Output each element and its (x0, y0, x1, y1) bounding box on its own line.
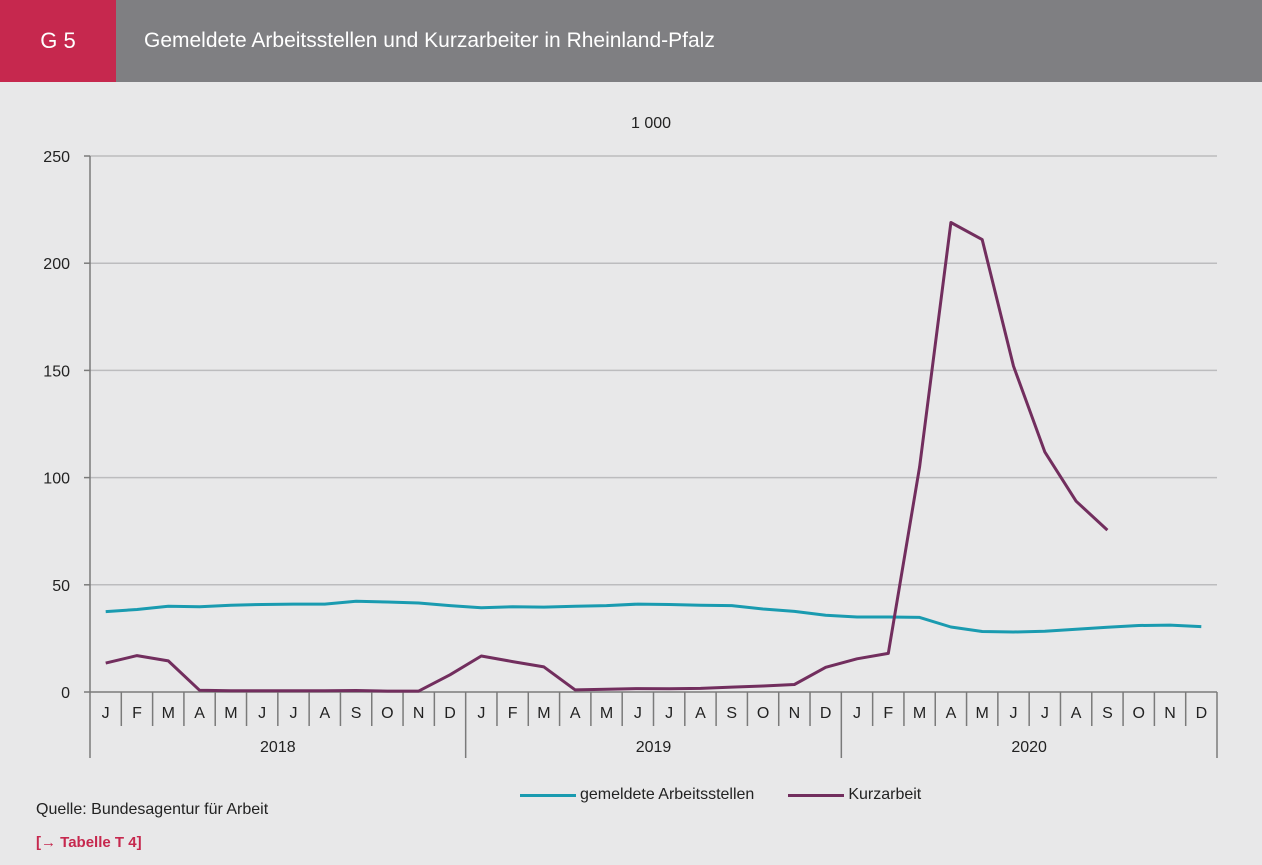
legend-swatch-kurzarbeit (788, 793, 845, 797)
month-label: J (1041, 705, 1049, 722)
month-label: F (132, 705, 142, 722)
month-label: J (102, 705, 110, 722)
y-tick-label: 200 (43, 256, 70, 273)
month-label: J (634, 705, 642, 722)
month-label: S (1102, 705, 1113, 722)
y-tick-label: 0 (61, 685, 70, 702)
y-axis-ticks: 0 50 100 150 200 250 (43, 149, 91, 702)
month-label: N (413, 705, 425, 722)
month-label: J (477, 705, 485, 722)
unit-label: 1 000 (631, 115, 671, 132)
chart-title: Gemeldete Arbeitsstellen und Kurzarbeite… (144, 29, 715, 52)
x-axis: J F M A M J J A S O N D J F M A M J J A S O N D J F M A M J J A S O N D 2018… (89, 691, 1218, 758)
series-lines (105, 221, 1202, 693)
month-label: J (289, 705, 297, 722)
y-tick-label: 50 (52, 578, 70, 595)
month-label: N (1164, 705, 1176, 722)
series-line-1 (105, 221, 1109, 693)
legend-item-arbeitsstellen: gemeldete Arbeitsstellen (520, 786, 754, 804)
y-tick-label: 250 (43, 149, 70, 166)
month-label: M (537, 705, 550, 722)
y-tick-label: 150 (43, 363, 70, 380)
month-label: A (946, 705, 957, 722)
figure-number: G 5 (0, 0, 116, 82)
month-label: O (1133, 705, 1145, 722)
month-label: D (1196, 705, 1208, 722)
month-label: D (444, 705, 456, 722)
month-label: J (258, 705, 266, 722)
month-label: A (570, 705, 581, 722)
month-label: J (853, 705, 861, 722)
month-label: D (820, 705, 832, 722)
legend-label-arbeitsstellen: gemeldete Arbeitsstellen (580, 786, 755, 803)
year-label: 2018 (260, 739, 296, 756)
series-line-0 (105, 599, 1202, 634)
month-label: M (976, 705, 989, 722)
table-link[interactable]: [→ Tabelle T 4] (36, 834, 142, 851)
month-label: M (600, 705, 613, 722)
month-label: A (319, 705, 330, 722)
month-label: J (1010, 705, 1018, 722)
legend-item-kurzarbeit: Kurzarbeit (788, 786, 921, 804)
year-label: 2020 (1011, 739, 1047, 756)
month-label: O (757, 705, 769, 722)
month-label: M (162, 705, 175, 722)
month-label: N (789, 705, 801, 722)
month-label: F (508, 705, 518, 722)
legend-label-kurzarbeit: Kurzarbeit (848, 786, 922, 803)
source-note: Quelle: Bundesagentur für Arbeit (36, 801, 269, 818)
month-label: S (351, 705, 362, 722)
month-label: A (695, 705, 706, 722)
month-label: M (913, 705, 926, 722)
chart-header: G 5 Gemeldete Arbeitsstellen und Kurzarb… (0, 0, 1262, 82)
month-label: F (883, 705, 893, 722)
chart-grid (90, 155, 1217, 586)
legend: gemeldete Arbeitsstellen Kurzarbeit (520, 786, 955, 804)
month-label: O (381, 705, 393, 722)
month-label: J (665, 705, 673, 722)
year-label: 2019 (636, 739, 672, 756)
month-label: A (1071, 705, 1082, 722)
legend-swatch-arbeitsstellen (520, 793, 576, 797)
y-tick-label: 100 (43, 471, 70, 488)
month-label: M (224, 705, 237, 722)
month-label: S (726, 705, 737, 722)
month-label: A (194, 705, 205, 722)
